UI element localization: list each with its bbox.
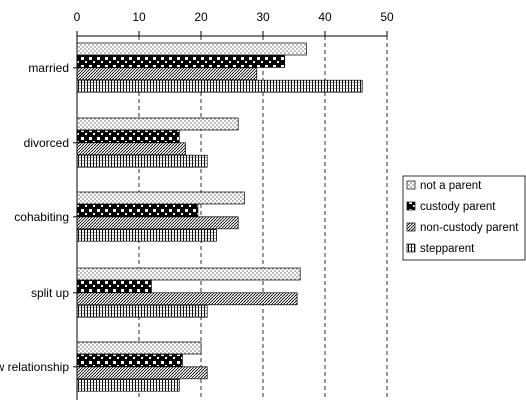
category-label-split-up: split up: [31, 286, 69, 300]
bar-stepparent-new-relationship: [76, 378, 180, 392]
bar-stepparent-married: [76, 79, 363, 93]
x-tick-label: 40: [318, 10, 332, 24]
bar-stepparent-divorced: [76, 154, 208, 168]
bar-custody-parent-split-up: [76, 280, 152, 293]
bar-non-custody-parent-cohabiting: [76, 216, 239, 230]
legend-swatch-stepparent: [406, 243, 416, 253]
x-tick-label: 50: [380, 10, 394, 24]
category-label-divorced: divorced: [24, 136, 69, 150]
legend-swatch-non-custody-parent: [406, 222, 416, 232]
bar-not-a-parent-split-up: [76, 267, 301, 281]
x-tick-label: 30: [256, 10, 270, 24]
bar-not-a-parent-cohabiting: [76, 191, 245, 205]
bar-custody-parent-married: [76, 55, 286, 68]
legend-label-non-custody-parent: non-custody parent: [420, 222, 519, 234]
category-label-cohabiting: cohabiting: [14, 210, 69, 224]
category-label-married: married: [28, 61, 69, 75]
x-tick-label: 20: [194, 10, 208, 24]
legend-swatch-custody-parent: [406, 201, 416, 211]
bar-not-a-parent-married: [76, 42, 307, 56]
bar-non-custody-parent-new-relationship: [76, 366, 208, 380]
bar-non-custody-parent-split-up: [76, 292, 298, 306]
bar-non-custody-parent-married: [76, 67, 258, 81]
bar-stepparent-split-up: [76, 304, 208, 318]
legend: not a parent custody parent non-custody pa…: [402, 175, 526, 261]
legend-label-stepparent: stepparent: [420, 243, 475, 255]
x-axis: 0 10 20 30 40 50: [73, 10, 394, 400]
legend-label-not-a-parent: not a parent: [420, 180, 482, 192]
legend-label-custody-parent: custody parent: [420, 201, 496, 213]
legend-frame: [402, 175, 526, 261]
category-labels: married divorced cohabiting split up new rel…: [0, 61, 69, 374]
bar-custody-parent-cohabiting: [76, 204, 199, 217]
x-tick-label: 10: [132, 10, 146, 24]
bar-custody-parent-divorced: [76, 130, 180, 143]
legend-swatch-not-a-parent: [406, 180, 416, 190]
bar-not-a-parent-divorced: [76, 117, 239, 131]
bar-stepparent-cohabiting: [76, 228, 217, 242]
bar-not-a-parent-new-relationship: [76, 341, 202, 355]
bars: [76, 42, 363, 392]
x-tick-label: 0: [74, 10, 81, 24]
bar-non-custody-parent-divorced: [76, 142, 186, 156]
bar-custody-parent-new-relationship: [76, 354, 183, 367]
category-label-new-relationship: new relationship: [0, 360, 69, 374]
